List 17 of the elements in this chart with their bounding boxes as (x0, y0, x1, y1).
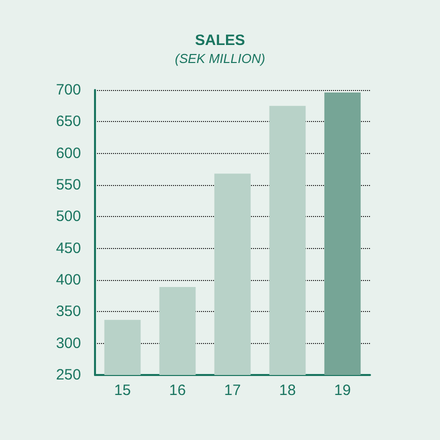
chart-subtitle: (SEK MILLION) (174, 51, 266, 66)
y-tick-label: 500 (56, 208, 81, 226)
y-tick-label: 700 (56, 82, 81, 98)
x-tick-label: 19 (334, 382, 351, 399)
chart-title: SALES (194, 32, 246, 49)
y-tick-label: 650 (56, 113, 81, 130)
x-tick-label: 15 (114, 382, 131, 399)
y-tick-label: 450 (56, 240, 81, 257)
y-tick-label: 400 (56, 272, 81, 288)
y-tick-label: 350 (56, 303, 81, 320)
y-tick-label: 250 (56, 366, 81, 384)
y-tick-label: 600 (56, 144, 81, 162)
x-tick-label: 16 (169, 382, 186, 399)
y-tick-label: 300 (56, 334, 81, 352)
x-tick-label: 18 (279, 382, 296, 399)
x-tick-label: 17 (224, 382, 241, 399)
y-tick-label: 550 (56, 176, 81, 194)
